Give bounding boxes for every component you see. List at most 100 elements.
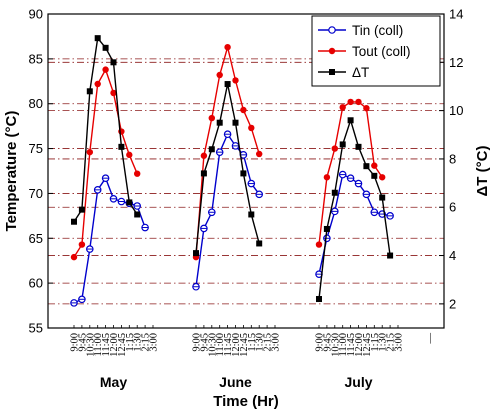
x-tick-label: 11:00 [93,333,104,357]
data-point [339,104,346,111]
x-tick-label: 1:30 [133,333,144,352]
x-tick-label: 1:15 [370,333,381,352]
data-point [347,117,354,124]
group-label: June [219,374,252,390]
data-point [193,250,199,257]
x-tick-label: 12:00 [231,333,242,357]
data-point [323,174,331,181]
x-tick-label: 12:45 [117,333,128,357]
group-label: July [344,374,372,390]
legend-marker [329,69,335,75]
x-tick-label: 11:00 [215,333,226,357]
x-tick-label: 1:30 [378,333,389,352]
y-left-tick-label: 85 [29,51,43,66]
y-left-tick-label: 75 [29,141,43,156]
data-point [315,241,323,248]
x-tick-label: 12:00 [109,333,120,357]
y-left-tick-label: 70 [29,186,43,201]
data-point [355,143,362,150]
data-point [339,141,346,148]
legend-label: ΔT [352,65,369,80]
x-tick-label: 2:15 [386,333,397,352]
x-axis-title: Time (Hr) [213,393,279,410]
y-left-tick-label: 55 [29,321,43,336]
x-tick-label: 10:30 [330,333,341,357]
legend-label: Tout (coll) [352,44,411,59]
data-point [78,241,86,248]
data-point [126,199,133,206]
data-point [355,98,362,106]
x-tick-label: 12:45 [362,333,373,357]
series-line [73,36,138,223]
series-line [318,173,391,275]
group-label: May [100,374,127,390]
data-point [200,152,208,159]
y-left-tick-label: 60 [29,276,43,291]
x-tick-label: 2:15 [263,333,274,352]
x-tick-label: 1:15 [247,333,258,352]
data-point [70,253,78,261]
y-left-tick-label: 65 [29,231,43,246]
y-right-tick-label: 10 [449,103,463,118]
y-right-tick-label: 6 [449,200,456,215]
data-point [323,225,330,232]
y-right-tick-label: 2 [449,296,456,311]
y-right-tick-label: 8 [449,151,456,166]
y-left-axis-title: Temperature (°C) [3,111,20,232]
data-point [331,145,338,152]
data-point [216,71,223,79]
data-point [248,211,255,218]
x-tick-label: 9:45 [77,333,88,352]
data-point [71,218,77,225]
y-right-axis-title: ΔT (°C) [474,146,491,197]
data-point [371,162,378,169]
x-tick-label: 11:45 [101,333,112,357]
y-left-tick-label: 90 [29,7,43,22]
series-line [318,117,391,300]
x-tick-label: 11:45 [346,333,357,357]
x-tick-label: 3:00 [149,333,160,352]
x-tick-label: 11:00 [338,333,349,357]
x-tick-label: 10:30 [85,333,96,357]
series-2 [71,35,394,303]
x-tick-label: 9:00 [315,333,326,352]
x-tick-label: 9:00 [70,333,81,352]
data-point [78,206,85,213]
x-tick-label: 1:30 [255,333,266,352]
data-point [94,80,101,88]
x-tick-label: 3:00 [394,333,405,352]
x-tick-label: 1:15 [125,333,136,352]
x-tick-label-trailing: — [425,333,436,345]
data-point [379,194,386,201]
data-point [256,240,263,247]
data-point [363,105,370,112]
data-point [102,66,109,73]
axes: 556065707580859024681012149:009:4510:301… [3,7,491,411]
legend-marker [328,26,336,34]
x-tick-label: 9:00 [192,333,203,352]
legend-marker [328,47,336,55]
x-tick-label: 9:45 [322,333,333,352]
data-point [216,119,223,126]
data-point [240,170,247,177]
data-point [110,89,117,97]
x-tick-label: 3:00 [271,333,282,352]
data-point [208,114,215,122]
legend-label: Tin (coll) [352,23,403,38]
series-0 [70,130,394,307]
x-tick-label: 2:15 [141,333,152,352]
x-tick-label: 9:45 [199,333,210,352]
data-point [232,77,239,84]
data-point [232,119,239,126]
data-point [134,170,141,177]
plot-frame [47,13,445,329]
data-point [248,124,255,132]
y-right-tick-label: 12 [449,55,463,70]
data-point [208,146,215,153]
data-point [94,35,101,42]
data-point [371,172,378,179]
series-layer [70,35,394,307]
data-point [240,106,247,114]
